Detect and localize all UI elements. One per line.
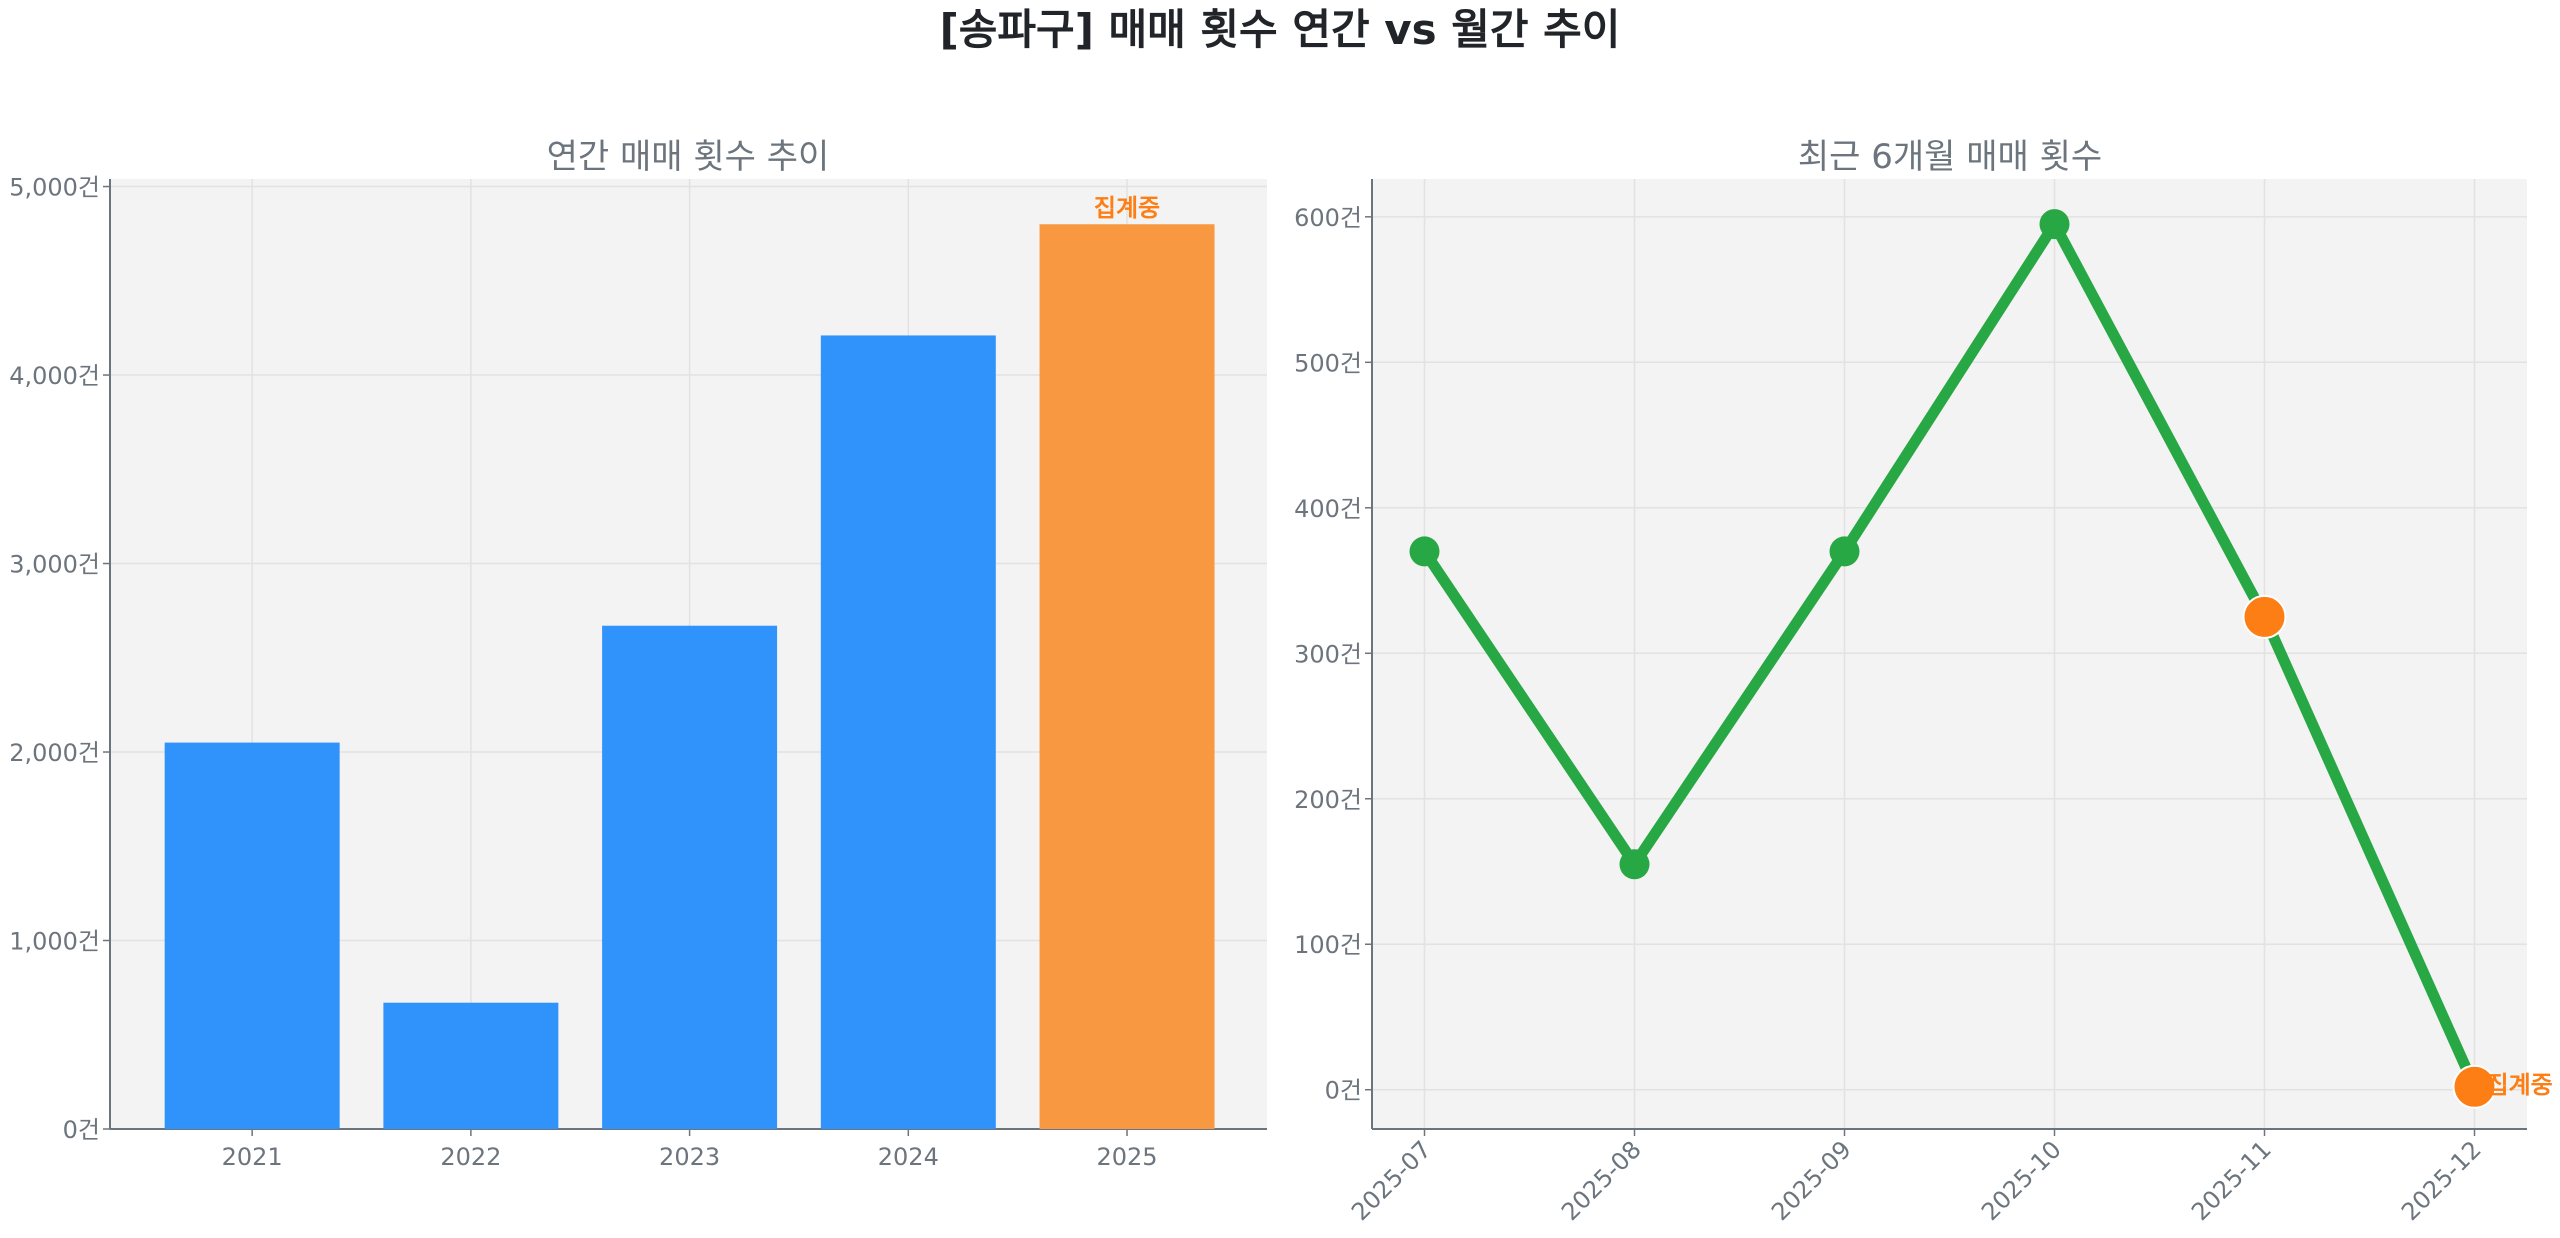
x-tick-label: 2022: [440, 1143, 501, 1171]
y-tick-label: 600건: [1294, 204, 1362, 232]
x-tick-label: 2025-08: [1556, 1135, 1647, 1226]
y-tick-label: 1,000건: [9, 928, 100, 956]
y-tick-label: 4,000건: [9, 362, 100, 390]
data-point-2025-07: [1409, 536, 1440, 567]
data-point-2025-11: [2242, 594, 2287, 639]
data-point-2025-12: [2452, 1064, 2497, 1109]
annual-bar-chart: 0건 1,000건 2,000건 3,000건 4,000건 5,000건 2021 2022…: [9, 174, 1267, 1171]
x-tick-label: 2023: [659, 1143, 720, 1171]
series-line: [1419, 218, 2480, 1090]
y-tick-label: 500건: [1294, 349, 1362, 377]
monthly-line-chart: 0건 100건 200건 300건 400건 500건 600건 2025-07 2025-08…: [1294, 179, 2553, 1226]
y-tick-label: 2,000건: [9, 739, 100, 767]
data-point-2025-10: [2039, 209, 2070, 240]
x-tick-label: 2025-11: [2186, 1135, 2277, 1226]
y-tick-label: 0건: [63, 1116, 100, 1144]
y-tick-label: 3,000건: [9, 551, 100, 579]
figure-title: [송파구] 매매 횟수 연간 vs 월간 추이: [940, 5, 1621, 54]
y-tick-label: 100건: [1294, 931, 1362, 959]
y-tick-label: 0건: [1325, 1077, 1362, 1105]
x-tick-label: 2024: [878, 1143, 939, 1171]
bar-2025: [1039, 224, 1215, 1129]
data-point-2025-08: [1619, 849, 1650, 880]
x-tick-label: 2025: [1096, 1143, 1157, 1171]
data-point-2025-09: [1829, 536, 1860, 567]
bar-2024: [820, 335, 996, 1129]
y-tick-label: 5,000건: [9, 174, 100, 202]
bar-annotation: 집계중: [1094, 194, 1160, 222]
x-tick-label: 2021: [222, 1143, 283, 1171]
x-tick-label: 2025-09: [1766, 1135, 1857, 1226]
bar-2022: [383, 1002, 559, 1129]
right-chart-title: 최근 6개월 매매 횟수: [1798, 137, 2102, 177]
y-tick-label: 300건: [1294, 640, 1362, 668]
bar-2021: [164, 742, 340, 1129]
y-tick-label: 400건: [1294, 495, 1362, 523]
bar-2023: [602, 625, 778, 1129]
left-chart-title: 연간 매매 횟수 추이: [547, 137, 830, 177]
point-annotation: 집계중: [2487, 1071, 2553, 1099]
y-tick-label: 200건: [1294, 786, 1362, 814]
x-tick-label: 2025-12: [2396, 1135, 2487, 1226]
x-tick-label: 2025-10: [1976, 1135, 2067, 1226]
x-tick-label: 2025-07: [1346, 1135, 1437, 1226]
